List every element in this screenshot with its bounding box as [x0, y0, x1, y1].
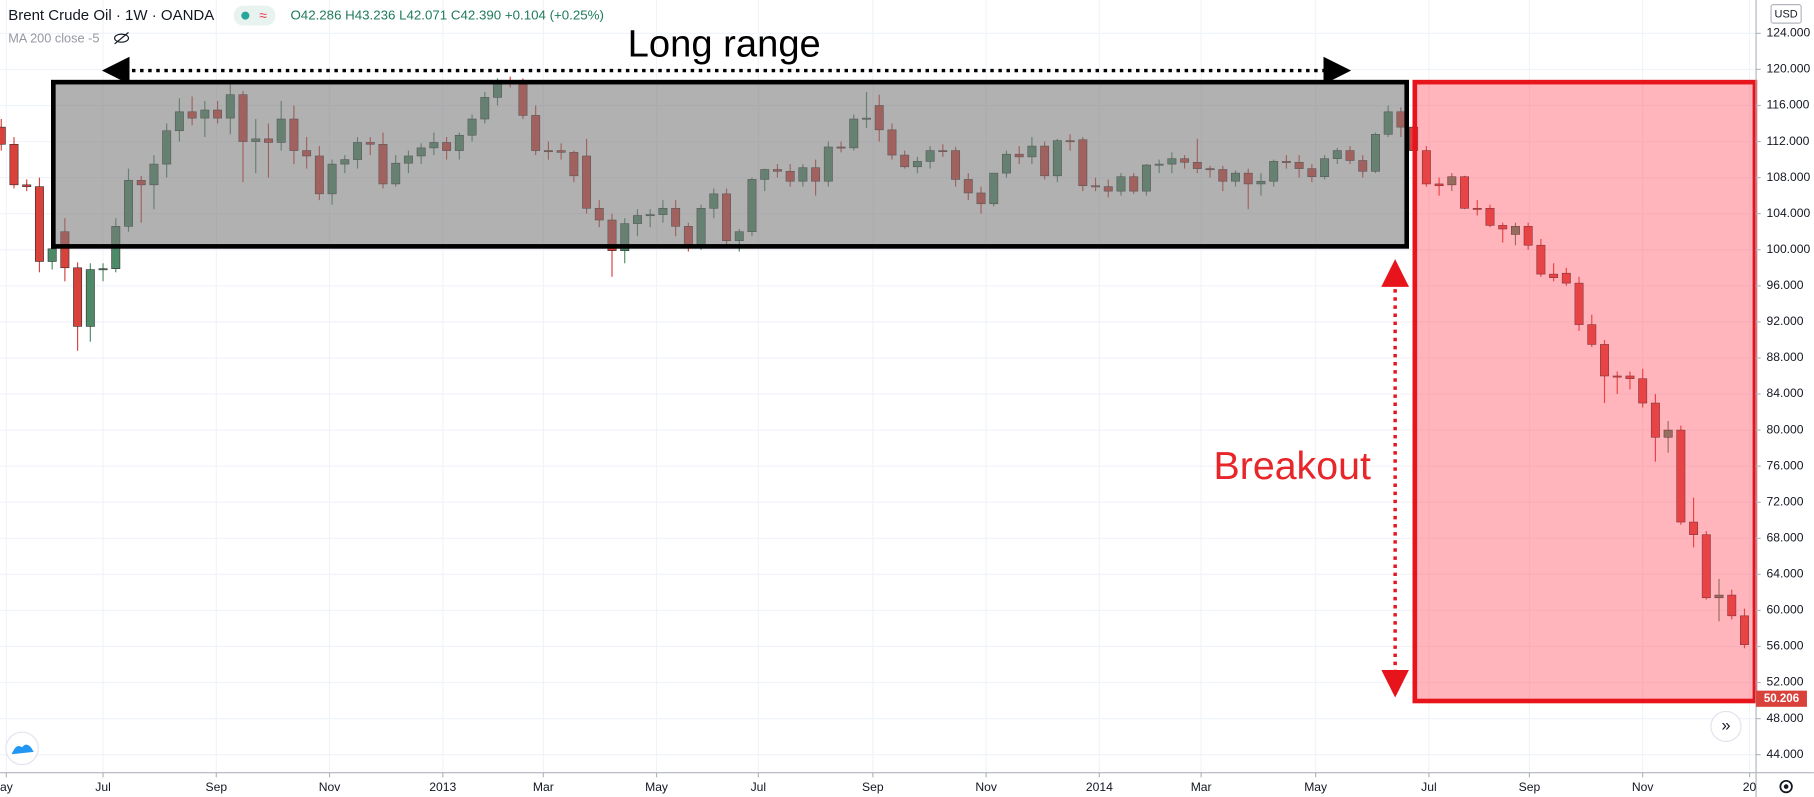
candle-body [1561, 272, 1571, 284]
status-pill[interactable] [233, 5, 276, 26]
y-tick-label: 48.000 [1766, 711, 1803, 725]
y-tick-label: 104.000 [1766, 206, 1810, 220]
y-tick-label: 108.000 [1766, 170, 1810, 184]
y-tick-label: 68.000 [1766, 530, 1803, 544]
indicator-label[interactable]: MA 200 close -5 [8, 31, 99, 46]
y-tick-label: 100.000 [1766, 242, 1810, 256]
candle-body [1523, 226, 1533, 246]
y-tick-label: 96.000 [1766, 278, 1803, 292]
hide-icon[interactable] [114, 31, 130, 45]
x-tick-label: May [1304, 780, 1328, 794]
candle-body [1472, 207, 1482, 210]
y-tick-label: 80.000 [1766, 422, 1803, 436]
x-tick-label: Nov [1632, 780, 1654, 794]
candle-body [1638, 378, 1648, 404]
candle-body [1612, 375, 1622, 378]
y-tick-label: 60.000 [1766, 603, 1803, 617]
x-tick-label: 2014 [1086, 780, 1113, 794]
x-tick-label: 20 [1743, 780, 1757, 794]
x-tick-label: 2013 [429, 780, 456, 794]
settings-button[interactable] [1779, 779, 1793, 794]
candle-body [22, 184, 32, 187]
candle-body [1701, 534, 1711, 599]
x-tick-label: Mar [533, 780, 554, 794]
candle-body [1485, 207, 1495, 226]
currency-box[interactable] [1770, 4, 1802, 24]
candle-body [1447, 176, 1457, 186]
y-tick-label: 116.000 [1766, 98, 1809, 112]
x-tick-label: Jul [1421, 780, 1437, 794]
ohlc-values: O42.286 H43.236 L42.071 C42.390 +0.104 (… [290, 8, 603, 23]
candle-body [1549, 273, 1559, 278]
currency: USD [1775, 8, 1798, 20]
x-tick-label: Sep [1519, 780, 1541, 794]
scroll-button[interactable]: » [1710, 710, 1742, 743]
candle-body [9, 143, 19, 186]
x-tick-label: ay [0, 780, 14, 794]
candle-body [73, 267, 83, 327]
candle-body [1574, 282, 1584, 325]
candle-body [98, 268, 108, 271]
candle-body [1676, 429, 1686, 523]
y-tick-label: 64.000 [1766, 567, 1803, 581]
x-tick-label: May [645, 780, 669, 794]
candle-body [1510, 226, 1520, 235]
x-tick-label: Nov [319, 780, 341, 794]
candle-body [34, 186, 44, 262]
candle-body [47, 248, 57, 262]
candle-body [1714, 594, 1724, 599]
candle-body [85, 269, 95, 327]
y-tick-label: 112.000 [1766, 134, 1809, 148]
x-tick-label: Nov [975, 780, 997, 794]
candle-body [1740, 615, 1749, 645]
y-tick-label: 88.000 [1766, 350, 1803, 364]
y-tick-label: 84.000 [1766, 386, 1803, 400]
breakout-box [1412, 79, 1758, 704]
candle-body [1587, 324, 1597, 345]
x-tick-label: Jul [95, 780, 110, 794]
x-tick-label: Jul [751, 780, 766, 794]
y-tick-label: 120.000 [1766, 62, 1810, 76]
candle-body [1498, 225, 1508, 230]
candle-body [1650, 402, 1660, 438]
y-tick-label: 56.000 [1766, 639, 1803, 653]
y-tick-label: 76.000 [1766, 458, 1803, 472]
candle-body [1421, 150, 1431, 185]
candle-body [1600, 344, 1609, 377]
y-tick-label: 124.000 [1766, 26, 1810, 40]
svg-text:»: » [1721, 717, 1730, 735]
annotation: Breakout [1214, 444, 1371, 488]
candle-body [1663, 429, 1673, 438]
annotation: Long range [628, 22, 821, 65]
y-tick-label: 92.000 [1766, 314, 1803, 328]
candle-body [1689, 521, 1699, 535]
logo-button[interactable] [5, 731, 39, 766]
x-tick-label: Mar [1191, 780, 1212, 794]
candle-body [1434, 183, 1444, 187]
y-tick-label: 72.000 [1766, 494, 1803, 508]
candle-body [1460, 176, 1469, 209]
x-tick-label: Sep [862, 780, 884, 794]
y-tick-label: 52.000 [1766, 675, 1803, 689]
x-tick-label: Sep [206, 780, 228, 794]
candle-body [1536, 244, 1546, 275]
last-price-tag [1756, 690, 1807, 707]
candle-body [0, 126, 6, 145]
candle-body [1625, 375, 1635, 379]
range-box [51, 79, 1410, 249]
status-dot [241, 11, 250, 20]
last-price-label: 50.206 [1764, 693, 1799, 705]
y-tick-label: 44.000 [1766, 747, 1803, 761]
status-icon: ≈ [259, 7, 267, 23]
candle-body [1727, 594, 1737, 617]
symbol-title[interactable]: Brent Crude Oil · 1W · OANDA [8, 7, 214, 24]
